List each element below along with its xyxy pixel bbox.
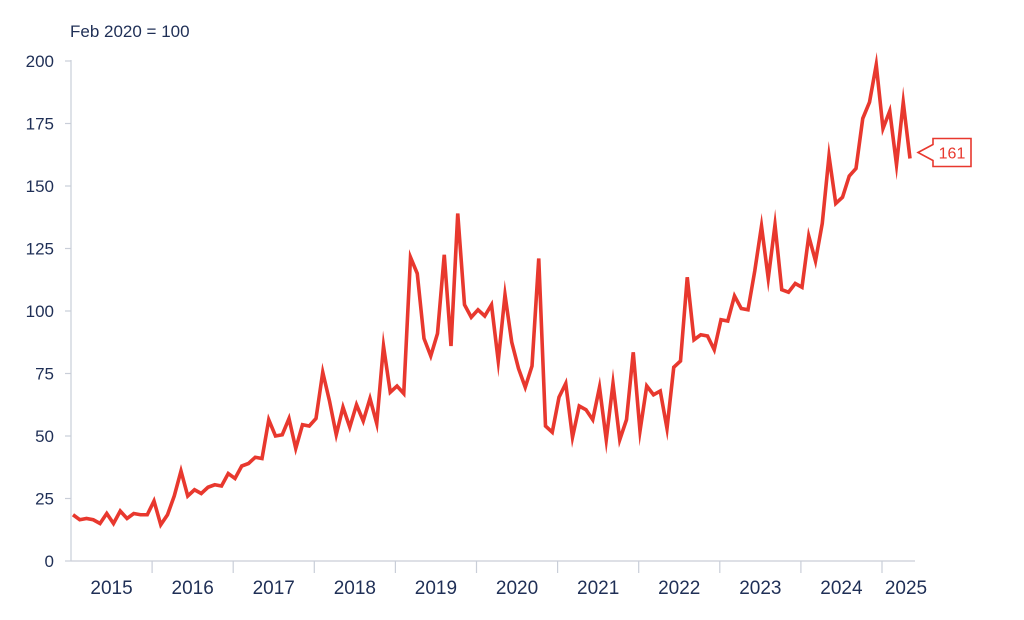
- y-tick-label: 75: [35, 365, 54, 384]
- x-tick-label: 2019: [415, 578, 457, 599]
- x-tick-label: 2024: [820, 578, 863, 599]
- end-value-callout: [916, 137, 972, 168]
- y-tick-label: 150: [26, 177, 54, 196]
- x-tick-label: 2021: [577, 578, 619, 599]
- x-tick-label: 2016: [172, 578, 214, 599]
- y-tick-label: 125: [26, 240, 54, 259]
- x-tick-label: 2023: [739, 578, 781, 599]
- x-tick-label: 2020: [496, 578, 538, 599]
- x-tick-label: 2017: [253, 578, 295, 599]
- y-tick-label: 100: [26, 302, 54, 321]
- x-tick-label: 2018: [334, 578, 376, 599]
- end-value-label: 161: [939, 146, 966, 163]
- y-tick-label: 50: [35, 427, 54, 446]
- series-line: [71, 52, 912, 529]
- y-tick-label: 0: [45, 552, 54, 571]
- y-tick-label: 25: [35, 490, 54, 509]
- y-tick-label: 175: [26, 115, 54, 134]
- x-tick-label: 2022: [658, 578, 700, 599]
- y-tick-label: 200: [26, 52, 54, 71]
- x-tick-label: 2025: [885, 578, 927, 599]
- x-tick-label: 2015: [90, 578, 132, 599]
- unit-label: Feb 2020 = 100: [70, 22, 190, 41]
